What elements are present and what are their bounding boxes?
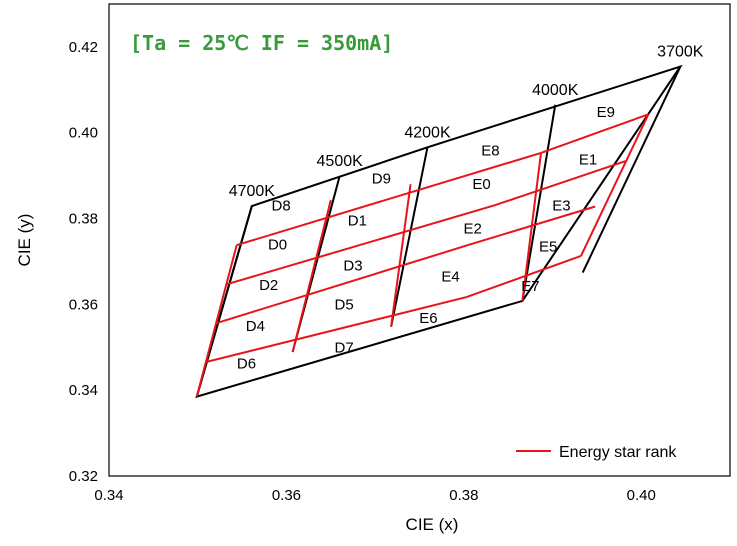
bin-label: D6 — [237, 356, 256, 373]
y-tick-label: 0.38 — [69, 211, 98, 228]
legend-label-energy-star: Energy star rank — [559, 444, 677, 461]
energy-star-line — [216, 205, 596, 325]
bin-label: D2 — [259, 277, 278, 294]
bin-label: D9 — [372, 171, 391, 188]
plot-frame — [108, 3, 731, 477]
energy-star-line — [195, 244, 238, 397]
bin-label: E4 — [441, 268, 459, 285]
bin-label: D4 — [246, 318, 265, 335]
cct-labels: 4700K 4500K 4200K 4000K 3700K — [229, 44, 704, 200]
x-axis-label: CIE (x) — [406, 515, 459, 534]
legend: Energy star rank — [516, 444, 677, 461]
bin-label: D5 — [334, 296, 353, 313]
cct-line — [581, 66, 682, 274]
energy-star-line — [291, 199, 332, 353]
bin-labels: D8 D9 E8 E9 D0 D1 E0 E1 D2 D3 E2 E3 D4 D5 E4 E5 D6 D7 E6 E7 — [237, 104, 615, 372]
energy-star-lines — [195, 113, 650, 397]
y-tick-label: 0.36 — [69, 296, 98, 313]
x-tick-label: 0.40 — [627, 487, 656, 504]
y-tick-label: 0.40 — [69, 125, 98, 142]
x-tick-label: 0.34 — [94, 487, 123, 504]
bin-label: E7 — [521, 278, 539, 295]
y-axis-label: CIE (y) — [15, 214, 34, 267]
energy-star-line — [226, 159, 628, 286]
y-tick-label: 0.32 — [69, 468, 98, 485]
bin-label: E9 — [597, 104, 615, 121]
bin-label: D0 — [268, 236, 287, 253]
cct-label: 4200K — [404, 124, 451, 141]
bin-label: E0 — [472, 176, 490, 193]
bin-label: D1 — [348, 213, 367, 230]
bin-label: D7 — [334, 339, 353, 356]
bin-label: E2 — [464, 220, 482, 237]
cct-label: 4500K — [317, 153, 364, 170]
bin-label: E6 — [419, 310, 437, 327]
energy-star-line — [580, 113, 650, 257]
cct-line — [390, 147, 429, 327]
y-tick-label: 0.34 — [69, 382, 98, 399]
x-tick-labels: 0.34 0.36 0.38 0.40 — [94, 487, 655, 504]
cct-label: 4000K — [532, 82, 579, 99]
bin-label: E1 — [579, 151, 597, 168]
cct-label: 3700K — [657, 44, 704, 61]
energy-star-line — [206, 254, 582, 363]
bin-label: E5 — [539, 238, 557, 255]
bin-label: E8 — [481, 143, 499, 160]
chart-title: [Ta = 25℃ IF = 350mA] — [130, 31, 393, 55]
energy-star-line — [521, 152, 542, 302]
x-tick-label: 0.36 — [272, 487, 301, 504]
cct-label: 4700K — [229, 183, 276, 200]
bin-label: D3 — [343, 258, 362, 275]
y-tick-labels: 0.32 0.34 0.36 0.38 0.40 0.42 — [69, 39, 98, 485]
bin-label: E3 — [552, 198, 570, 215]
y-tick-label: 0.42 — [69, 39, 98, 56]
energy-star-line — [390, 184, 412, 327]
cct-line — [521, 104, 557, 302]
x-tick-label: 0.38 — [449, 487, 478, 504]
bin-label: D8 — [272, 198, 291, 215]
